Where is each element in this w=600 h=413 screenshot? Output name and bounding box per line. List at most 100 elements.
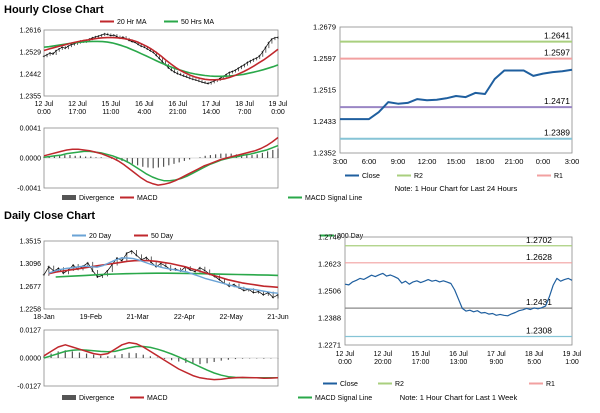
hourly-macd-legend-label: Divergence [79,195,115,202]
daily-divergence-bar [121,354,123,358]
hourly-divergence-bar [74,155,76,158]
hourly-divergence-bar [272,149,274,158]
daily-divergence-bar [43,355,45,358]
hourly-pivot-x-label: 3:00 [333,157,348,166]
daily-divergence-bar [234,358,237,360]
daily-macd-line [43,341,279,381]
hourly-pivot-note: Note: 1 Hour Chart for Last 24 Hours [395,184,518,193]
hourly-divergence-bar [163,158,165,167]
hourly-x-label: 16 Jul [135,101,154,108]
hourly-divergence-bar [131,158,133,164]
daily-divergence-bar [220,358,222,361]
hourly-pivot-close-line [340,68,573,121]
daily-pivot-note: Note: 1 Hour Chart for Last 1 Week [400,393,518,402]
hourly-divergence-bar [225,153,227,158]
daily-pivot-x-label: 17:00 [412,359,430,366]
daily-pivot-x-label: 9:00 [490,359,504,366]
daily-divergence-bar [128,352,130,358]
daily-x-label: 22-Apr [174,314,196,321]
hourly-pivot-legend-label: R1 [554,173,563,180]
hourly-pivot-x-label: 15:00 [447,157,466,166]
plot-frame [344,236,573,346]
hourly-divergence-bar [59,155,61,158]
daily-ma200 [55,272,279,278]
y-tick-label: 0.0041 [20,126,42,133]
y-tick-label: 1.2433 [313,117,336,126]
hourly-divergence-bar [178,158,180,163]
daily-legend-label: 50 Day [151,233,174,240]
daily-divergence-bar [227,358,229,360]
hourly-macd-legend-label: MACD [137,195,158,202]
hourly-pivot-x-label: 3:00 [565,157,580,166]
daily-macd-legend-label: MACD Signal Line [315,395,372,402]
y-tick-label: 1.3515 [20,239,42,246]
daily-legend-label: 20 Day [89,233,112,240]
hourly-pivot-x-label: 6:00 [362,157,377,166]
y-tick-label: 1.2352 [313,149,336,158]
hourly-divergence-bar [53,155,55,158]
daily-pivot-x-label: 5:00 [527,359,541,366]
hourly-x-label: 17:00 [69,109,87,116]
daily-divergence-bar [85,353,88,358]
hourly-x-label: 12 Jul [68,101,87,108]
level-r1-label: 1.2628 [526,252,552,262]
hourly-legend-label: 20 Hr MA [117,19,147,26]
hourly-pivot-x-label: 9:00 [391,157,406,166]
y-tick-label: 1.2271 [318,341,341,350]
daily-divergence-bar [241,358,244,359]
daily-pivot-x-label: 17 Jul [487,351,506,358]
hourly-divergence-bar [215,154,217,158]
daily-divergence-bar [71,351,73,358]
hourly-x-label: 0:00 [271,109,285,116]
daily-pivot-x-label: 12 Jul [336,351,355,358]
hourly-x-label: 7:00 [238,109,252,116]
hourly-divergence-bar [157,158,159,168]
daily-divergence-bar [206,358,208,364]
hourly-divergence-bar [64,155,66,158]
hourly-x-label: 17 Jul [202,101,221,108]
daily-macd-legend-swatch [62,395,76,400]
y-tick-label: 1.3096 [20,261,42,268]
level-s1-label: 1.2471 [544,96,570,106]
hourly-divergence-bar [204,155,206,158]
daily-pivot-legend-label: Close [340,381,358,388]
y-tick-label: 0.0127 [20,328,42,335]
hourly-signal-line [43,144,279,182]
hourly-divergence-bar [256,154,258,158]
y-tick-label: 0.0000 [20,356,42,363]
daily-pivot-legend-label: R1 [546,381,555,388]
y-tick-label: 1.2515 [313,86,336,95]
daily-pivot-legend-label: R2 [395,381,404,388]
daily-macd-legend-label: Divergence [79,395,115,402]
daily-divergence-bar [57,351,59,358]
daily-divergence-bar [213,358,215,362]
hourly-divergence-bar [246,155,248,158]
daily-pivot-x-label: 0:00 [338,359,352,366]
hourly-divergence-bar [251,155,253,158]
hourly-divergence-bar [85,156,87,158]
y-tick-label: 1.2388 [318,314,341,323]
daily-divergence-bar [93,354,95,358]
y-tick-label: 1.2679 [313,23,336,32]
daily-divergence-bar [100,355,102,358]
hourly-divergence-bar [173,158,175,164]
daily-pivot-x-label: 16 Jul [449,351,468,358]
hourly-x-label: 14:00 [202,109,220,116]
daily-divergence-bar [178,358,180,362]
hourly-x-label: 19 Jul [269,101,288,108]
hourly-macd-line [43,136,279,186]
daily-divergence-bar [263,358,265,359]
hourly-divergence-bar [142,158,144,167]
hourly-divergence-bar [277,148,279,158]
daily-ma50 [48,259,279,289]
hourly-divergence-bar [126,158,128,163]
level-s2-label: 1.2389 [544,128,570,138]
hourly-ma50 [43,40,279,78]
hourly-divergence-bar [152,158,154,169]
hourly-divergence-bar [95,157,97,158]
level-r1-label: 1.2597 [544,48,570,58]
level-r2-label: 1.2702 [526,235,552,245]
hourly-pivot-legend-label: R2 [414,173,423,180]
